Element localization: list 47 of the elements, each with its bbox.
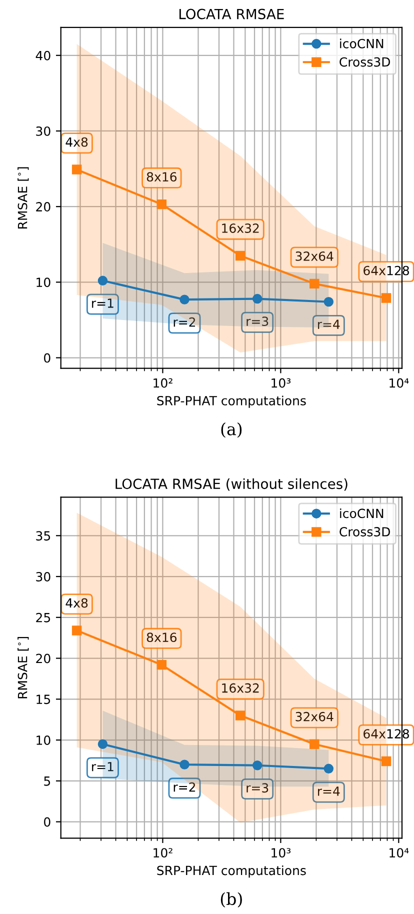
annotation: r=4 — [318, 320, 340, 329]
y-tick-label: 10 — [36, 278, 50, 288]
text: (b) — [220, 892, 242, 908]
y-tick-label: 30 — [36, 126, 50, 136]
x-tick-label: 10⁴ — [390, 848, 409, 858]
y-axis-title: RMSAE [$^{∘}$] — [18, 637, 29, 698]
annotation: 4x8 — [66, 137, 88, 147]
y-tick-label: 20 — [36, 654, 50, 664]
annotation: 16x32 — [222, 223, 259, 233]
annotation: r=1 — [92, 762, 114, 772]
x-tick-label: 10³ — [272, 848, 291, 858]
y-tick-label: 35 — [36, 531, 50, 541]
x-tick-label: 10⁴ — [390, 378, 409, 388]
annotation: 4x8 — [66, 598, 88, 608]
annotation: r=2 — [174, 317, 196, 327]
annotation: r=2 — [174, 782, 196, 792]
y-tick-label: 25 — [36, 612, 50, 622]
y-tick-label: 0 — [44, 817, 50, 827]
y-tick-label: 5 — [44, 776, 50, 786]
legend-label: icoCNN — [340, 508, 384, 518]
annotation: 32x64 — [296, 712, 334, 722]
annotation: r=4 — [318, 786, 340, 796]
x-tick-label: 10² — [154, 848, 172, 858]
x-axis-title: SRP-PHAT computations — [157, 866, 306, 878]
legend-label: Cross3D — [340, 57, 390, 67]
chart-title: LOCATA RMSAE (without silences) — [116, 478, 348, 491]
annotation: 8x16 — [146, 632, 177, 642]
legend-label: icoCNN — [340, 38, 384, 48]
annotation: 16x32 — [222, 683, 259, 693]
y-tick-label: 30 — [36, 572, 50, 582]
chart-title: LOCATA RMSAE — [179, 8, 284, 20]
y-tick-label: 40 — [36, 50, 50, 60]
y-tick-label: 20 — [36, 202, 50, 212]
x-axis-title: SRP-PHAT computations — [157, 396, 306, 408]
y-tick-label: 0 — [44, 353, 50, 363]
annotation: 8x16 — [146, 172, 177, 182]
annotation: r=3 — [246, 783, 268, 793]
y-axis-title: RMSAE [$^{∘}$] — [18, 167, 29, 228]
x-tick-label: 10² — [154, 378, 172, 388]
annotation: r=3 — [246, 316, 268, 326]
y-tick-label: 15 — [36, 694, 50, 704]
text: (a) — [221, 422, 242, 438]
x-tick-label: 10³ — [272, 378, 291, 388]
y-tick-label: 10 — [36, 736, 50, 745]
annotation: r=1 — [92, 298, 114, 308]
legend-label: Cross3D — [340, 527, 390, 536]
annotation: 32x64 — [296, 251, 334, 261]
